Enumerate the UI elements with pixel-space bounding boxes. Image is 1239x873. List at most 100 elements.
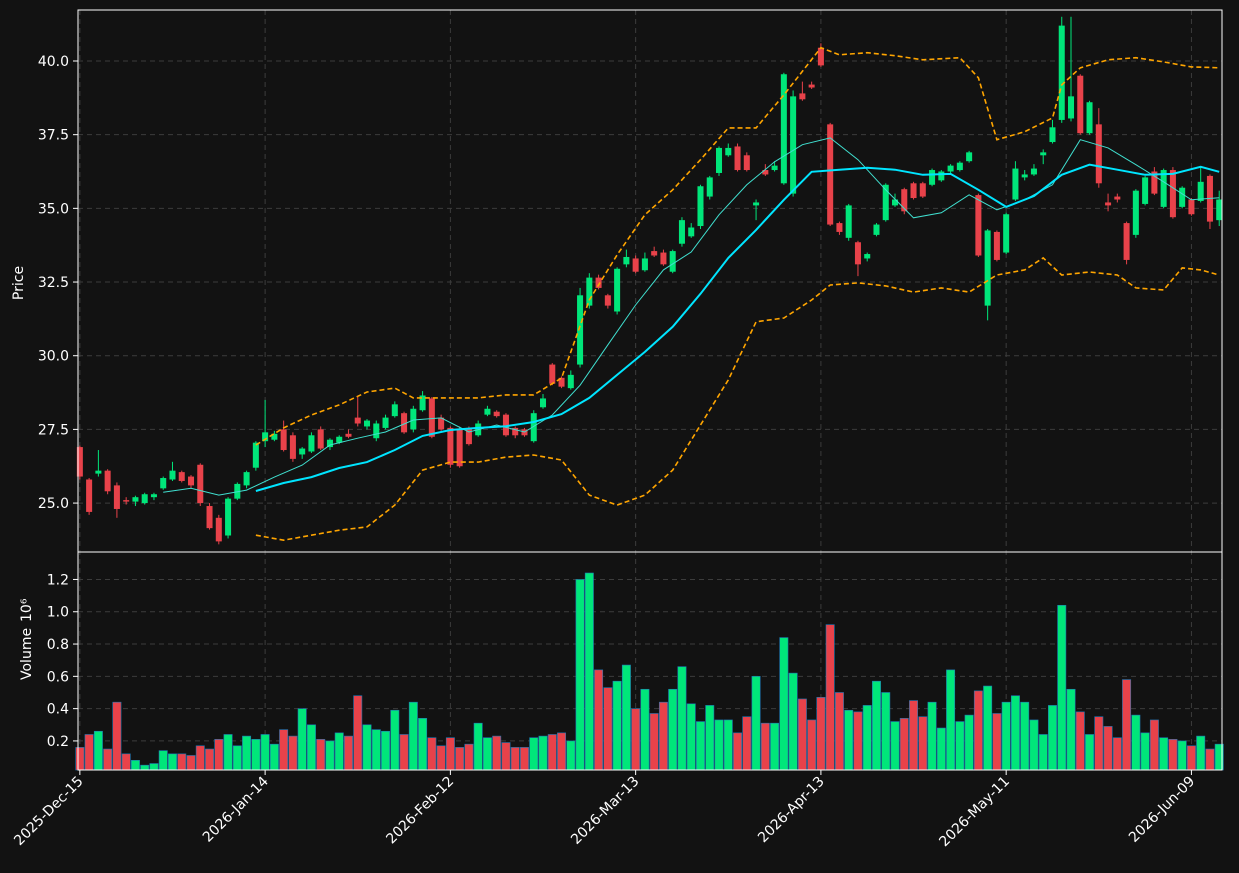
candle-body bbox=[688, 227, 695, 237]
volume-bar bbox=[353, 695, 363, 771]
volume-bar bbox=[1075, 711, 1085, 771]
volume-bar bbox=[223, 734, 233, 771]
candle-body bbox=[558, 377, 565, 387]
x-tick-label: 2026-May-11 bbox=[936, 774, 1013, 851]
candle-body bbox=[743, 155, 750, 171]
volume-bar bbox=[557, 732, 567, 771]
volume-bar bbox=[445, 737, 455, 771]
candle-body bbox=[1151, 171, 1158, 194]
candle-body bbox=[762, 170, 769, 175]
volume-bar bbox=[1094, 716, 1104, 771]
candle-body bbox=[262, 432, 269, 442]
candle-body bbox=[225, 498, 232, 536]
candle-body bbox=[160, 478, 167, 489]
candle-body bbox=[1049, 127, 1056, 143]
candle-body bbox=[252, 442, 259, 468]
volume-bar bbox=[112, 701, 122, 771]
candle-body bbox=[206, 506, 213, 529]
volume-bar bbox=[214, 739, 224, 771]
volume-bar bbox=[1131, 714, 1141, 771]
candle-body bbox=[169, 470, 176, 480]
candle-body bbox=[530, 413, 537, 442]
volume-bar bbox=[816, 697, 826, 771]
candle-body bbox=[1216, 199, 1223, 221]
price-axis-label: Price bbox=[11, 266, 27, 300]
volume-bar bbox=[899, 718, 909, 771]
volume-bar bbox=[482, 737, 492, 771]
candle-body bbox=[373, 423, 380, 439]
volume-bar bbox=[575, 579, 585, 771]
candle-body bbox=[76, 447, 83, 477]
candle-body bbox=[280, 429, 287, 451]
volume-bar bbox=[733, 732, 743, 771]
volume-bar bbox=[788, 672, 798, 771]
volume-bar bbox=[909, 700, 919, 771]
volume-bar bbox=[797, 698, 807, 771]
volume-bar bbox=[427, 737, 437, 771]
candle-body bbox=[438, 417, 445, 430]
price-panel-frame bbox=[77, 9, 1223, 553]
candle-body bbox=[873, 224, 880, 235]
candle-body bbox=[113, 485, 120, 509]
volume-bar bbox=[140, 764, 150, 771]
volume-bar bbox=[279, 729, 289, 771]
volume-bar bbox=[705, 705, 715, 771]
indicator-line bbox=[255, 163, 1220, 492]
candle-body bbox=[95, 470, 102, 474]
candle-body bbox=[382, 417, 389, 428]
candle-body bbox=[1114, 196, 1121, 200]
candle-body bbox=[502, 414, 509, 436]
volume-bar bbox=[1057, 604, 1067, 771]
candle-body bbox=[854, 242, 861, 265]
volume-bar bbox=[1205, 748, 1215, 771]
candle-body bbox=[901, 189, 908, 212]
volume-bar bbox=[862, 705, 872, 771]
y-tick-label: 0.4 bbox=[47, 702, 69, 718]
volume-bar bbox=[658, 701, 668, 771]
candle-body bbox=[817, 47, 824, 66]
volume-bar bbox=[84, 734, 94, 771]
volume-bar bbox=[251, 739, 261, 771]
volume-bar bbox=[130, 760, 140, 771]
candle-body bbox=[401, 413, 408, 433]
candle-body bbox=[465, 427, 472, 445]
candle-body bbox=[410, 408, 417, 430]
candle-body bbox=[614, 268, 621, 312]
volume-bar bbox=[1066, 688, 1076, 771]
volume-bar bbox=[881, 692, 891, 771]
candle-body bbox=[1040, 152, 1047, 156]
indicator-line bbox=[255, 256, 1220, 542]
volume-bar bbox=[390, 709, 400, 771]
volume-bar bbox=[325, 740, 335, 771]
candle-body bbox=[1179, 187, 1186, 207]
candle-body bbox=[604, 295, 611, 306]
candle-body bbox=[586, 277, 593, 306]
candle-body bbox=[836, 223, 843, 232]
volume-bar bbox=[1085, 734, 1095, 771]
volume-bar bbox=[269, 743, 279, 771]
candle-body bbox=[419, 395, 426, 411]
x-tick-label: 2026-Mar-13 bbox=[568, 774, 642, 848]
candle-body bbox=[1086, 102, 1093, 134]
candle-body bbox=[317, 429, 324, 449]
volume-bar bbox=[501, 742, 511, 771]
x-tick-label: 2026-Jan-14 bbox=[200, 773, 272, 845]
volume-bar bbox=[408, 701, 418, 771]
indicator-line bbox=[255, 46, 1220, 446]
volume-bar bbox=[455, 747, 465, 771]
candle-body bbox=[632, 258, 639, 272]
volume-bar bbox=[612, 680, 622, 771]
volume-bar bbox=[75, 747, 85, 771]
x-tick-label: 2026-Feb-12 bbox=[383, 774, 457, 848]
candle-body bbox=[1105, 202, 1112, 206]
candle-body bbox=[697, 186, 704, 227]
volume-bar bbox=[936, 727, 946, 771]
candle-body bbox=[706, 177, 713, 197]
volume-bar bbox=[1168, 739, 1178, 771]
volume-bar bbox=[1159, 737, 1169, 771]
candle-body bbox=[326, 439, 333, 448]
volume-bar bbox=[316, 739, 326, 771]
volume-bar bbox=[260, 734, 270, 771]
volume-bar bbox=[723, 719, 733, 771]
